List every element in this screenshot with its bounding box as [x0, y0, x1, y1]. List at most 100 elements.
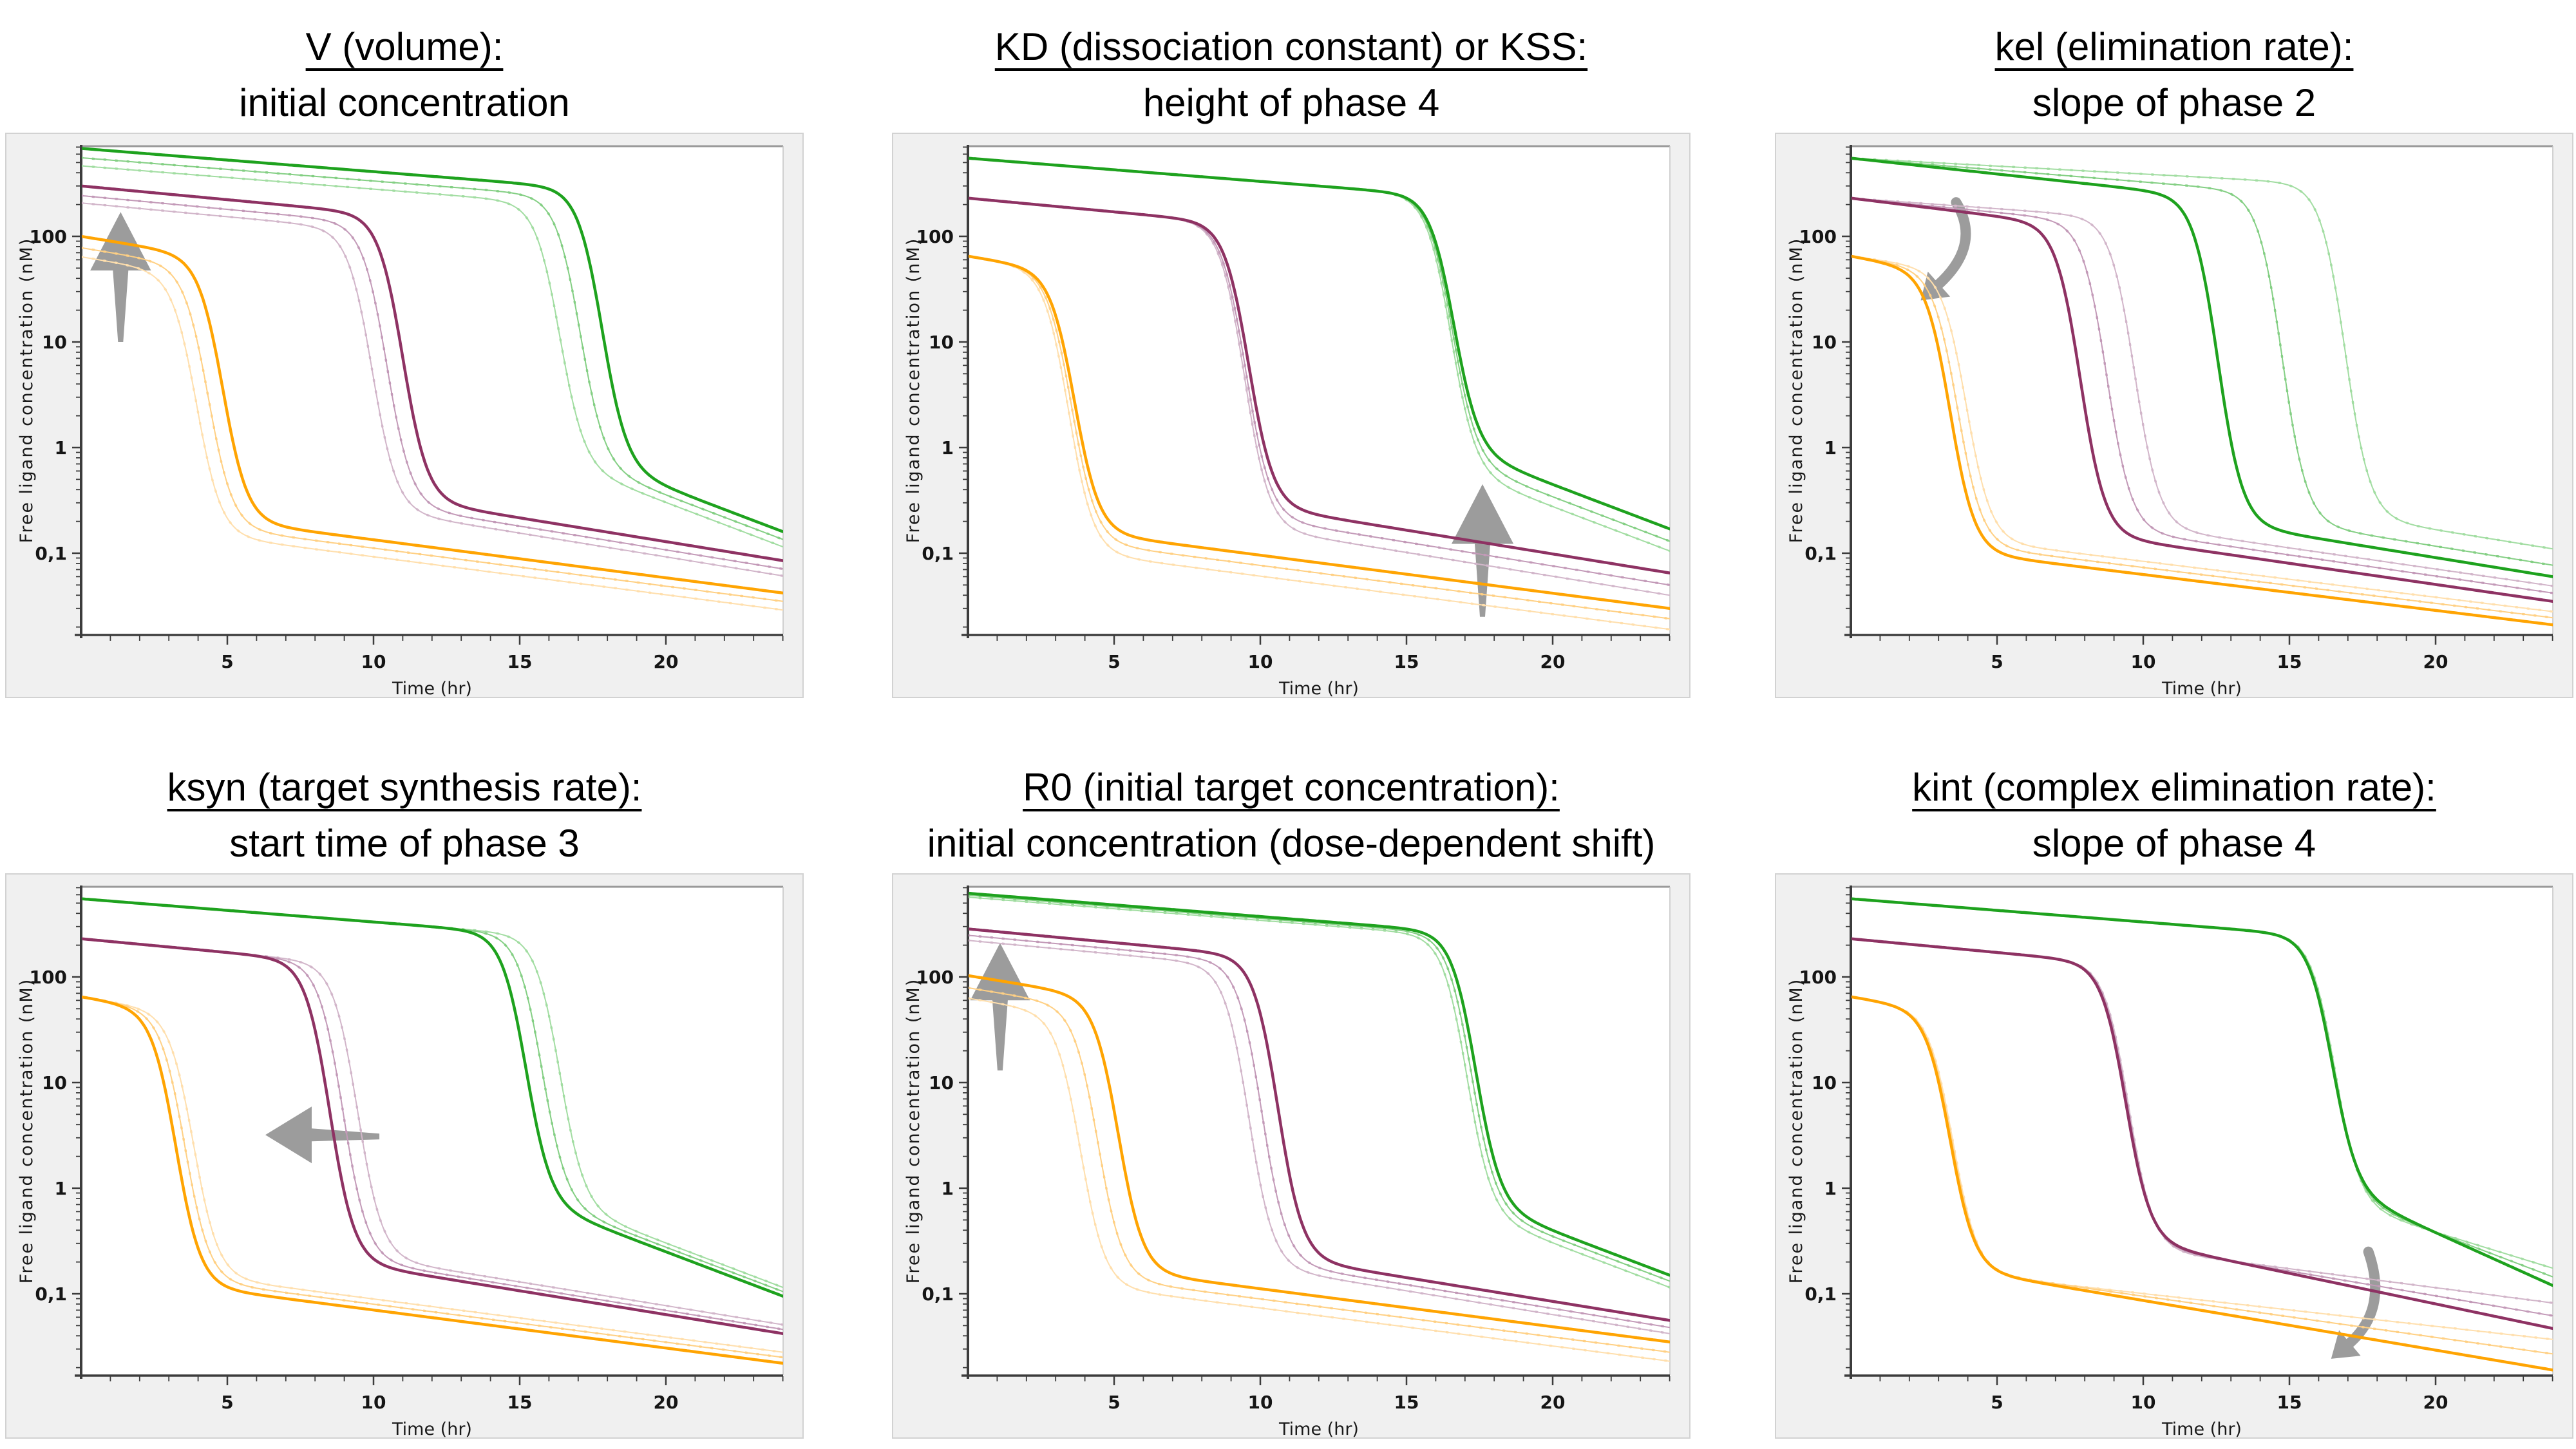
title-r0: R0 (initial target concentration): — [1023, 766, 1560, 809]
curve-purple-main — [1852, 196, 2553, 603]
chart-panel-kint: 0,1 1 10 100 5 10 15 20 Time (hr) Free ligand con… — [1775, 873, 2573, 1439]
y-tick-label: 100 — [30, 967, 67, 988]
subtitle-r0: initial concentration (dose-dependent sh… — [927, 822, 1656, 865]
y-tick-label: 0,1 — [922, 1283, 954, 1305]
curve-dots-purple-light2 — [969, 939, 1670, 1335]
curve-dots-green-light1 — [1852, 156, 2553, 567]
y-tick-label: 0,1 — [1804, 543, 1837, 564]
curve-green-main — [82, 147, 783, 533]
y-axis-title: Free ligand concentration (nM) — [1786, 978, 1806, 1283]
x-tick-label: 15 — [2277, 1392, 2302, 1413]
curve-dots-orange-light2 — [1852, 255, 2553, 613]
curve-purple-main — [1852, 937, 2553, 1331]
plot-kint: 0,1 1 10 100 5 10 15 20 Time (hr) Free ligand con… — [1786, 886, 2553, 1437]
x-tick-label: 5 — [1991, 1392, 2003, 1413]
curve-dots-orange-light1 — [82, 247, 783, 603]
plot-area — [969, 887, 1670, 1375]
y-tick-label: 0,1 — [35, 543, 67, 564]
y-tick-label: 1 — [1824, 437, 1837, 459]
title-kel: kel (elimination rate): — [1994, 25, 2354, 68]
panel-title-kel: kel (elimination rate): slope of phase 2 — [1775, 5, 2573, 125]
x-tick-label: 15 — [507, 651, 533, 672]
x-axis-title: Time (hr) — [392, 679, 472, 697]
y-tick-label: 1 — [55, 1178, 67, 1199]
curve-dots-orange-light1 — [1852, 996, 2553, 1355]
subtitle-kint: slope of phase 4 — [2032, 822, 2316, 865]
x-axis-title: Time (hr) — [1278, 1419, 1359, 1437]
panel-title-kd-kss: KD (dissociation constant) or KSS: heigh… — [892, 5, 1690, 125]
chart-panel-r0: 0,1 1 10 100 5 10 15 20 Time (hr) Free ligand con… — [892, 873, 1690, 1439]
shift-arrow-head — [2331, 1330, 2361, 1359]
curve-purple-main — [969, 196, 1670, 574]
curve-orange-main — [1852, 254, 2553, 627]
curve-green-main — [82, 897, 783, 1298]
y-tick-label: 0,1 — [922, 543, 954, 564]
curve-dots-purple-light1 — [969, 934, 1670, 1329]
plot-v-volume: 0,1 1 10 100 5 10 15 20 Time (hr) Free ligand con… — [17, 145, 784, 697]
x-tick-label: 10 — [361, 1392, 386, 1413]
x-tick-label: 20 — [2423, 1392, 2448, 1413]
curve-orange-light2 — [969, 998, 1670, 1362]
curve-dots-purple-light2 — [1852, 197, 2553, 587]
curve-dots-green-light2 — [1852, 156, 2553, 550]
plot-area — [82, 887, 783, 1375]
curve-orange-main — [969, 974, 1670, 1344]
curve-dots-orange-light1 — [1852, 255, 2553, 619]
plot-content — [1852, 156, 2553, 627]
curve-green-main — [1852, 156, 2553, 578]
curve-dots-purple-light1 — [1852, 197, 2553, 594]
curve-orange-main — [82, 995, 783, 1365]
curve-dots-orange-light2 — [1852, 996, 2553, 1341]
x-tick-label: 15 — [2277, 651, 2302, 672]
y-tick-label: 100 — [1799, 226, 1837, 247]
panel-title-r0: R0 (initial target concentration): initi… — [892, 744, 1690, 866]
curve-orange-light1 — [969, 255, 1670, 620]
x-tick-label: 5 — [221, 651, 233, 672]
panel-title-ksyn: ksyn (target synthesis rate): start time… — [5, 744, 804, 866]
curve-dots-green-light1 — [969, 894, 1670, 1282]
curve-green-main — [1852, 897, 2553, 1287]
y-axis-title: Free ligand concentration (nM) — [904, 978, 923, 1283]
subtitle-ksyn: start time of phase 3 — [229, 822, 580, 865]
plot-ksyn: 0,1 1 10 100 5 10 15 20 Time (hr) Free ligand con… — [17, 886, 784, 1437]
y-tick-label: 1 — [942, 1178, 954, 1199]
shift-arrow-up — [970, 943, 1030, 1071]
chart-panel-v-volume: 0,1 1 10 100 5 10 15 20 Time (hr) Free ligand con… — [5, 133, 804, 698]
curve-orange-light2 — [82, 996, 783, 1353]
x-axis-title: Time (hr) — [2161, 679, 2242, 697]
x-tick-label: 20 — [1540, 1392, 1566, 1413]
plot-area — [82, 146, 783, 634]
y-tick-label: 10 — [929, 1072, 954, 1094]
title-v-volume: V (volume): — [305, 25, 504, 68]
x-axis-title: Time (hr) — [2161, 1419, 2242, 1437]
x-tick-label: 10 — [2131, 1392, 2156, 1413]
curve-dots-green-light2 — [969, 896, 1670, 1289]
y-tick-label: 100 — [1799, 967, 1837, 988]
y-tick-label: 10 — [42, 1072, 67, 1094]
x-axis-title: Time (hr) — [1278, 679, 1359, 697]
plot-area — [1852, 887, 2553, 1375]
y-tick-label: 100 — [30, 226, 67, 247]
chart-panel-kel: 0,1 1 10 100 5 10 15 20 Time (hr) Free ligand con… — [1775, 133, 2573, 698]
y-tick-label: 10 — [1812, 1072, 1837, 1094]
x-tick-label: 20 — [654, 651, 679, 672]
plot-area — [1852, 146, 2553, 634]
curve-dots-orange-light1 — [82, 996, 783, 1359]
curve-purple-main — [82, 937, 783, 1336]
y-tick-label: 1 — [1824, 1178, 1837, 1199]
curve-green-main — [969, 891, 1670, 1277]
plot-kd-kss: 0,1 1 10 100 5 10 15 20 Time (hr) Free ligand con… — [904, 145, 1671, 697]
y-axis-title: Free ligand concentration (nM) — [17, 238, 37, 543]
y-tick-label: 0,1 — [35, 1283, 67, 1305]
x-tick-label: 20 — [654, 1392, 679, 1413]
plot-kel: 0,1 1 10 100 5 10 15 20 Time (hr) Free ligand con… — [1786, 145, 2553, 697]
plot-content — [82, 897, 783, 1365]
curve-purple-main — [82, 184, 783, 562]
curve-dots-purple-light1 — [82, 194, 783, 571]
curve-green-main — [969, 156, 1670, 531]
x-tick-label: 15 — [507, 1392, 533, 1413]
x-tick-label: 10 — [2131, 651, 2156, 672]
x-tick-label: 5 — [221, 1392, 233, 1413]
curve-dots-orange-light2 — [82, 256, 783, 611]
plot-content — [969, 891, 1670, 1363]
